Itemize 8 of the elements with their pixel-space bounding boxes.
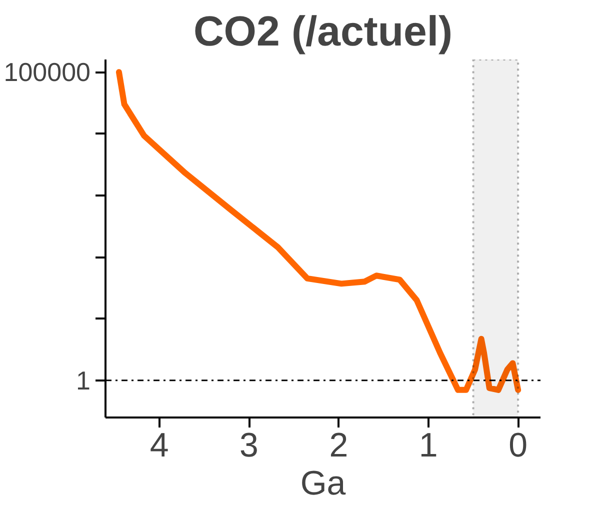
x-tick-label: 1 (418, 426, 438, 464)
chart-title: CO2 (/actuel) (193, 8, 453, 54)
x-tick-label: 0 (508, 426, 528, 464)
x-tick-label: 2 (329, 426, 348, 464)
x-tick-label: 4 (150, 426, 169, 464)
x-axis-title: Ga (300, 464, 346, 502)
x-tick-label: 3 (240, 426, 258, 464)
y-tick-label: 100000 (4, 57, 91, 88)
